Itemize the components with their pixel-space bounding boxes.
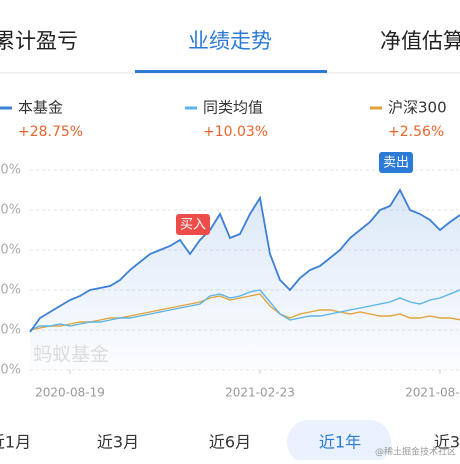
area (30, 190, 460, 370)
legend-label: 同类均值 (203, 99, 263, 117)
y-tick-label: 10.00% (0, 283, 21, 298)
sell-badge (379, 152, 413, 173)
series-line (29, 188, 460, 333)
legend-return: +28.75% (18, 124, 83, 140)
sell-label: 卖出 (383, 156, 409, 171)
legend-label: 沪深300 (388, 99, 447, 117)
tab-underline (135, 70, 327, 73)
x-tick-label: 2021-02-23 (225, 386, 295, 400)
legend-label: 本基金 (18, 99, 63, 117)
y-tick-label: -10.00% (0, 363, 21, 378)
series-line (29, 289, 460, 331)
series-line (29, 293, 460, 331)
period[interactable]: 近3年 (434, 433, 460, 452)
watermark: 蚂蚁基金 (33, 344, 109, 366)
tab[interactable]: 累计盈亏 (0, 29, 78, 53)
y-tick-label: 30.00% (0, 203, 21, 218)
period-pill (287, 420, 391, 464)
period[interactable]: 近3月 (97, 433, 139, 452)
tab[interactable]: 净值估算 (380, 29, 460, 53)
period-active[interactable]: 近1年 (319, 433, 361, 452)
x-tick-label: 2020-08-19 (35, 386, 105, 400)
y-tick-label: 20.00% (0, 243, 21, 258)
tab-active[interactable]: 业绩走势 (188, 29, 272, 53)
y-tick-label: 40.00% (0, 163, 21, 178)
legend-return: +10.03% (203, 124, 268, 140)
buy-label: 买入 (180, 218, 206, 233)
buy-badge (176, 214, 210, 235)
period[interactable]: 近1月 (0, 433, 31, 452)
legend: 本基金 +28.75% 同类均值 +10.03% 沪深300 +2.56% (0, 99, 447, 140)
plot: 40.00% 30.00% 20.00% 10.00% 0.00% -10.00% 2020… (0, 163, 460, 400)
y-tick-label: 0.00% (0, 323, 21, 338)
credit: @稀土掘金技术社区 (375, 446, 456, 458)
legend-return: +2.56% (388, 124, 444, 140)
x-tick-label: 2021-08-19 (405, 386, 460, 400)
period[interactable]: 近6月 (209, 433, 251, 452)
